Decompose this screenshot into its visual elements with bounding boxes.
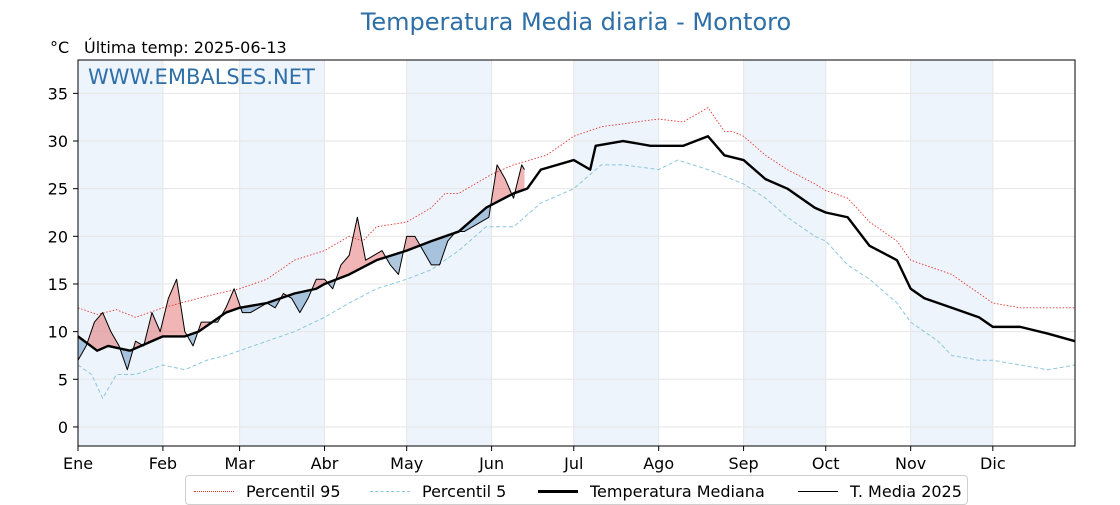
x-tick-label: Abr [311, 454, 339, 473]
grid-lines [77, 60, 1075, 446]
y-tick-label: 35 [48, 84, 68, 103]
x-tick-label: Ago [643, 454, 674, 473]
y-tick-label: 25 [48, 180, 68, 199]
month-band [78, 60, 163, 446]
series-line-p5 [77, 159, 1076, 399]
fill-above-median [145, 279, 187, 345]
legend-swatch-p5 [370, 490, 410, 492]
legend-item-p5: Percentil 5 [370, 481, 506, 501]
fill-below-median [420, 232, 455, 265]
y-tick-label: 10 [48, 323, 68, 342]
legend-swatch-median [538, 489, 578, 493]
legend-label-p95: Percentil 95 [246, 481, 341, 501]
fill-below-median [268, 298, 280, 308]
y-tick-label: 20 [48, 227, 68, 246]
month-band [910, 60, 993, 446]
y-tick-label: 5 [58, 370, 68, 389]
month-band [573, 60, 659, 446]
x-tick-label: Mar [225, 454, 256, 473]
series-line-p95 [77, 107, 1075, 318]
legend-swatch-2025 [798, 490, 838, 492]
x-tick-label: Jun [478, 454, 504, 473]
fill-above-median [336, 217, 385, 280]
watermark: WWW.EMBALSES.NET [88, 65, 315, 89]
legend-label-median: Temperatura Mediana [590, 481, 765, 501]
x-tick-label: May [390, 454, 423, 473]
x-tick-label: Oct [812, 454, 840, 473]
fill-above-median [491, 164, 511, 205]
month-band [743, 60, 826, 446]
legend-swatch-p95 [194, 490, 234, 492]
month-bands [78, 60, 993, 446]
x-axis: Ene Feb Mar Abr May Jun Jul Ago Sep Oct Nov Dic [63, 446, 1006, 473]
x-tick-label: Dic [980, 454, 1006, 473]
y-tick-label: 30 [48, 132, 68, 151]
fill-above-median [87, 312, 120, 351]
month-band [406, 60, 492, 446]
x-tick-label: Nov [895, 454, 926, 473]
fill-below-median [288, 289, 311, 313]
fill-above-median [514, 164, 525, 193]
fill-below-median [386, 251, 403, 275]
last-temp-label: Última temp: 2025-06-13 [84, 38, 287, 57]
legend-label-2025: T. Media 2025 [850, 481, 962, 501]
legend-item-2025: T. Media 2025 [798, 481, 962, 501]
x-tick-label: Jul [563, 454, 583, 473]
y-axis: 0 5 10 15 20 25 30 35 [48, 84, 78, 437]
plot-frame [77, 59, 1076, 447]
legend-item-p95: Percentil 95 [194, 481, 341, 501]
y-tick-label: 15 [48, 275, 68, 294]
unit-label: °C [50, 38, 70, 57]
x-tick-label: Sep [729, 454, 759, 473]
y-tick-label: 0 [58, 418, 68, 437]
fill-above-median [312, 279, 328, 290]
series-line-2025 [77, 164, 525, 371]
month-band [239, 60, 325, 446]
fill-above-median [403, 236, 420, 252]
legend-item-median: Temperatura Mediana [538, 481, 765, 501]
x-tick-label: Ene [63, 454, 93, 473]
fill-below-median [120, 348, 133, 370]
legend-label-p5: Percentil 5 [422, 481, 507, 501]
x-tick-label: Feb [149, 454, 177, 473]
fill-below-median [240, 303, 266, 313]
series-lines [77, 107, 1076, 399]
chart-title: Temperatura Media diaria - Montoro [360, 8, 792, 36]
legend: Percentil 95 Percentil 5 Temperatura Med… [185, 475, 968, 505]
